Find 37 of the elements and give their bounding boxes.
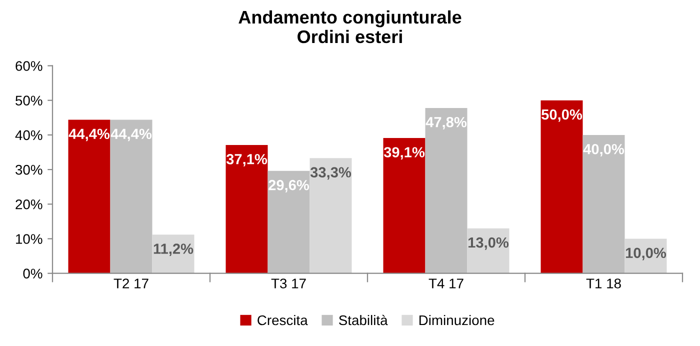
x-tick-label: T1 18: [586, 278, 621, 288]
data-label: 44,4%: [68, 128, 110, 142]
y-tick-label: 30%: [16, 164, 42, 175]
x-tick-label: T2 17: [114, 278, 148, 288]
data-label: 33,3%: [310, 167, 352, 180]
bar: [268, 170, 310, 274]
bar: [110, 120, 152, 274]
bar: [310, 158, 352, 274]
y-tick-label: 60%: [16, 61, 42, 71]
bar: [540, 100, 583, 274]
data-label: 29,6%: [268, 180, 310, 192]
bar: [467, 228, 510, 274]
y-tick-label: 20%: [16, 199, 42, 210]
y-tick-label: 0%: [23, 268, 42, 279]
data-label: 37,1%: [226, 154, 268, 166]
data-label: 44,4%: [110, 128, 152, 142]
data-label: 47,8%: [426, 116, 467, 130]
bar: [383, 138, 426, 274]
legend-label: Diminuzione: [419, 314, 494, 326]
data-label: 11,2%: [154, 244, 194, 256]
bar: [582, 134, 625, 274]
y-tick-label: 40%: [15, 130, 42, 140]
bar: [68, 120, 110, 274]
bar: [226, 144, 268, 274]
data-label: 39,1%: [384, 147, 425, 160]
data-label: 40,0%: [583, 144, 624, 156]
chart-title: Andamento congiunturale Ordini esteri: [238, 10, 462, 44]
legend-label: Crescita: [258, 314, 308, 326]
data-label: 50,0%: [542, 109, 582, 122]
x-tick-label: T3 17: [271, 278, 306, 288]
data-label: 13,0%: [468, 237, 509, 250]
legend-label: Stabilità: [339, 314, 388, 326]
y-tick-label: 50%: [16, 96, 42, 106]
x-tick-label: T4 17: [428, 278, 464, 288]
y-tick-label: 10%: [16, 234, 42, 244]
bar: [425, 108, 468, 274]
data-label: 10,0%: [626, 248, 666, 260]
